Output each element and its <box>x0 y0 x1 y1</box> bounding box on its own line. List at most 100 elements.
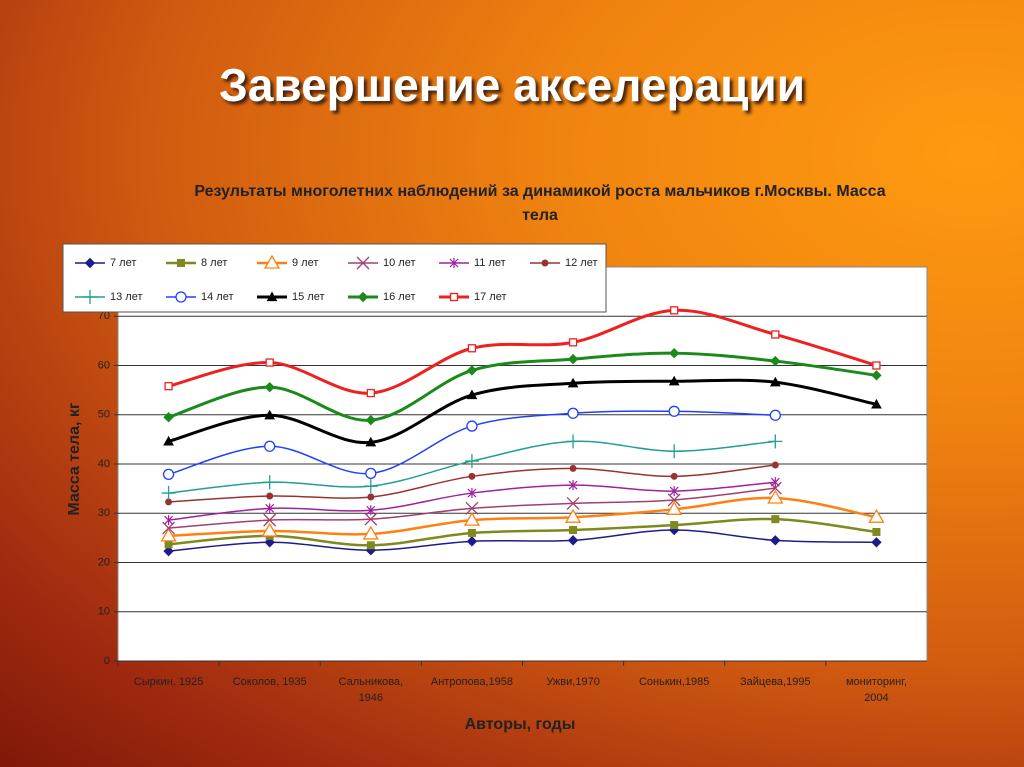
marker <box>357 291 369 303</box>
marker <box>266 291 278 302</box>
marker <box>366 505 376 516</box>
marker <box>668 375 680 386</box>
legend-label: 12 лет <box>565 257 598 269</box>
marker <box>265 503 275 514</box>
series-line <box>168 351 877 422</box>
marker <box>261 522 278 537</box>
marker <box>771 330 780 339</box>
marker <box>566 434 581 449</box>
marker <box>770 355 781 367</box>
marker <box>541 259 549 267</box>
marker <box>84 257 96 269</box>
marker <box>667 444 682 459</box>
marker <box>868 508 885 523</box>
slide-title: Завершение акселерации <box>219 59 805 111</box>
marker <box>164 540 173 549</box>
marker <box>771 461 779 469</box>
marker <box>466 389 478 400</box>
marker <box>365 467 377 480</box>
marker <box>567 353 579 365</box>
marker <box>366 541 375 550</box>
series-line <box>168 496 877 538</box>
marker <box>164 515 173 526</box>
x-tick-label: мониторинг, 2004 <box>845 676 907 704</box>
marker <box>175 291 187 303</box>
marker <box>466 420 478 432</box>
marker <box>771 515 780 524</box>
marker <box>568 338 578 347</box>
marker <box>449 258 459 268</box>
marker <box>264 381 275 393</box>
x-tick-label: Сонькин,1985 <box>638 676 710 688</box>
y-tick-label: 10 <box>98 606 110 618</box>
marker <box>367 493 375 501</box>
marker <box>356 256 370 270</box>
marker <box>770 535 781 546</box>
x-tick-label: Соколов, 1935 <box>232 676 307 688</box>
marker <box>468 472 476 480</box>
legend-label: 17 лет <box>474 291 507 303</box>
marker <box>871 537 882 548</box>
marker <box>770 477 780 488</box>
marker <box>872 527 881 536</box>
marker <box>177 259 185 267</box>
x-tick-label: Ужви,1970 <box>546 676 600 688</box>
marker <box>669 486 679 497</box>
legend-label: 10 лет <box>383 257 416 269</box>
marker <box>161 486 176 501</box>
marker <box>264 537 275 548</box>
marker <box>467 488 477 499</box>
marker <box>366 388 375 398</box>
marker <box>263 254 281 269</box>
marker <box>768 434 783 449</box>
legend-label: 7 лет <box>110 257 136 269</box>
legend-label: 11 лет <box>474 257 506 269</box>
marker <box>362 525 379 540</box>
marker <box>465 501 479 515</box>
marker <box>266 492 274 500</box>
marker <box>160 527 177 542</box>
marker <box>262 475 277 490</box>
marker <box>264 440 276 452</box>
legend-label: 14 лет <box>201 291 234 303</box>
marker <box>564 508 582 523</box>
marker <box>769 376 781 387</box>
y-axis-title: Масса тела, кг <box>66 402 83 516</box>
marker <box>871 398 882 409</box>
marker <box>163 412 174 423</box>
legend-label: 16 лет <box>383 291 416 303</box>
marker <box>163 545 174 557</box>
marker <box>670 521 679 530</box>
marker <box>569 464 577 472</box>
series-line <box>168 517 877 547</box>
series-line <box>168 308 877 395</box>
y-tick-label: 70 <box>98 310 110 322</box>
marker <box>467 528 476 537</box>
marker <box>668 347 680 359</box>
marker <box>767 489 784 504</box>
marker <box>464 454 479 469</box>
x-tick-label: Сыркин, 1925 <box>133 676 204 688</box>
marker <box>365 436 377 447</box>
marker <box>164 382 173 391</box>
y-tick-label: 20 <box>98 556 110 568</box>
marker <box>466 536 478 547</box>
marker <box>666 501 683 515</box>
marker <box>265 358 274 367</box>
marker <box>872 361 881 370</box>
marker <box>162 468 175 480</box>
marker <box>264 409 276 420</box>
marker <box>567 407 579 419</box>
x-axis-title: Авторы, годы <box>464 716 576 733</box>
marker <box>567 377 579 388</box>
marker <box>670 472 678 480</box>
marker <box>668 405 680 417</box>
marker <box>449 292 459 302</box>
marker <box>363 479 378 494</box>
marker <box>163 435 174 446</box>
marker <box>768 481 782 495</box>
legend-label: 9 лет <box>292 257 318 269</box>
marker <box>667 493 681 507</box>
